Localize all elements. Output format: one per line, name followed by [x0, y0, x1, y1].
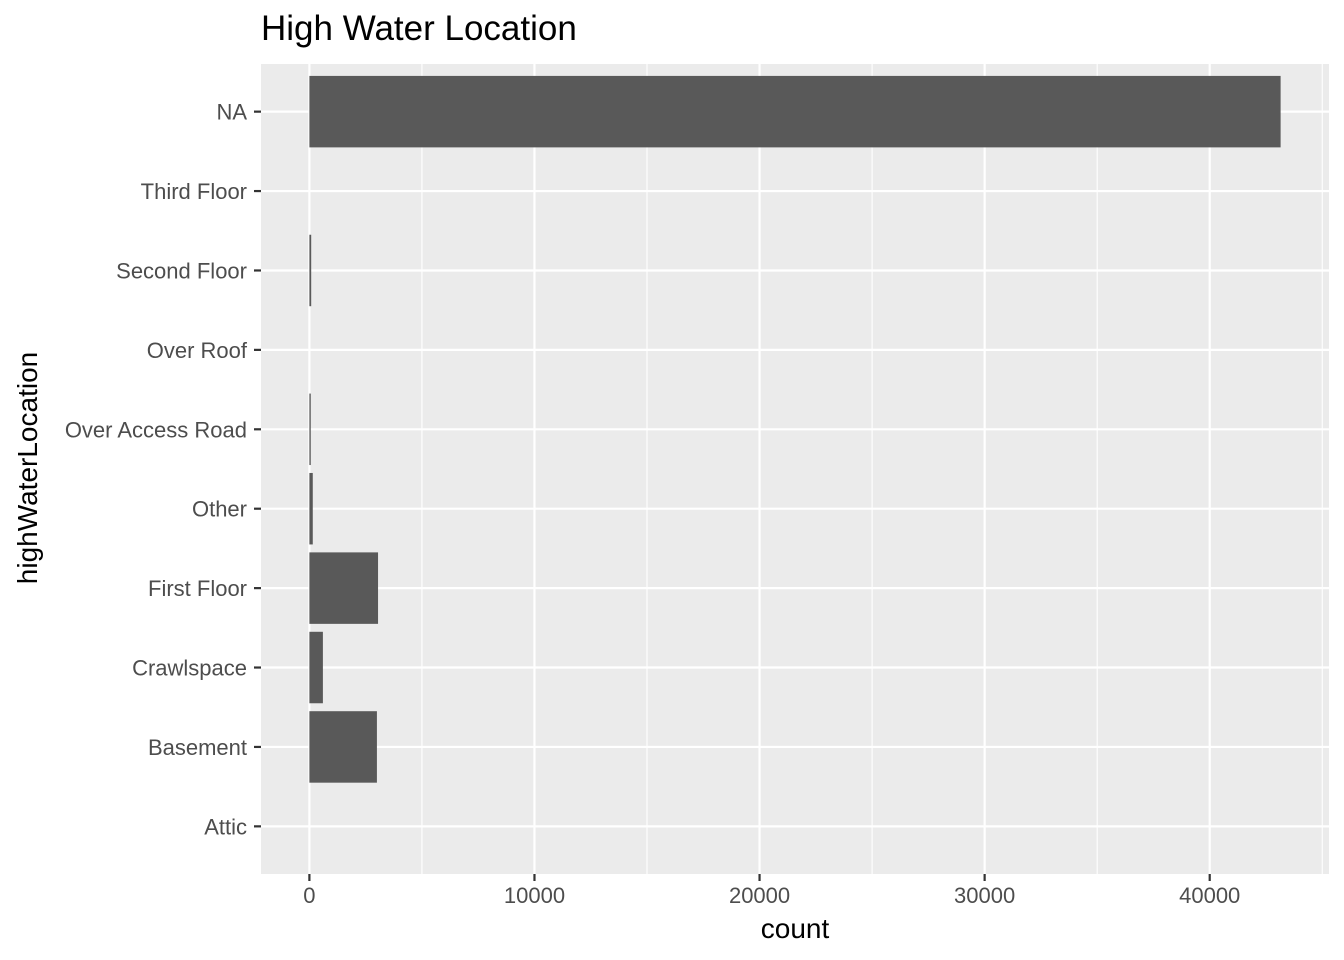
bar-crawlspace: [309, 631, 323, 704]
x-tick-label: 0: [303, 883, 315, 908]
bar-over-access-road: [309, 393, 311, 466]
bars: [309, 75, 1281, 783]
y-tick-label: Third Floor: [141, 179, 247, 204]
y-tick-label: Basement: [148, 735, 247, 760]
y-tick-label: Crawlspace: [132, 656, 247, 681]
bar-na: [309, 75, 1281, 148]
plot-panel: [261, 64, 1329, 874]
y-tick-label: Other: [192, 497, 247, 522]
y-tick-label: Over Access Road: [65, 417, 247, 442]
chart-title: High Water Location: [261, 9, 577, 48]
y-tick-label: First Floor: [148, 576, 247, 601]
y-tick-label: Second Floor: [116, 258, 247, 283]
y-tick-label: Over Roof: [147, 338, 248, 363]
axes: Attic Basement Crawlspace First Floor Other O…: [65, 100, 1240, 908]
y-tick-label: NA: [216, 100, 247, 125]
y-axis-title: highWaterLocation: [12, 352, 43, 584]
grid-lines: [261, 64, 1329, 874]
bar-second-floor: [309, 234, 312, 307]
bar-other: [309, 472, 313, 545]
x-tick-label: 30000: [954, 883, 1015, 908]
y-tick-label: Attic: [204, 814, 247, 839]
bar-first-floor: [309, 552, 379, 624]
x-tick-label: 10000: [504, 883, 565, 908]
bar-basement: [309, 711, 377, 783]
x-tick-label: 40000: [1179, 883, 1240, 908]
x-axis-title: count: [761, 913, 830, 944]
x-tick-label: 20000: [729, 883, 790, 908]
